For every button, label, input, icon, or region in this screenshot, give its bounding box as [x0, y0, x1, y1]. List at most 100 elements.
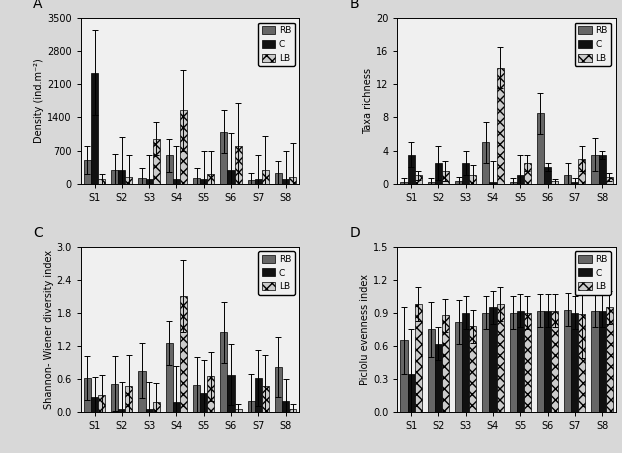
- Bar: [455, 322, 462, 412]
- Bar: [442, 315, 449, 412]
- Bar: [564, 309, 571, 412]
- Bar: [220, 332, 228, 412]
- Bar: [118, 170, 126, 184]
- Y-axis label: Piclolu evenness index: Piclolu evenness index: [360, 274, 370, 385]
- Bar: [428, 182, 435, 184]
- Bar: [248, 401, 255, 412]
- Bar: [200, 393, 207, 412]
- Bar: [524, 163, 531, 184]
- Bar: [482, 142, 490, 184]
- Bar: [255, 179, 262, 184]
- Bar: [275, 367, 282, 412]
- Bar: [571, 182, 578, 184]
- Bar: [592, 155, 598, 184]
- Bar: [598, 311, 606, 412]
- Bar: [415, 175, 422, 184]
- Bar: [578, 314, 585, 412]
- Bar: [180, 296, 187, 412]
- Bar: [234, 410, 241, 412]
- Bar: [173, 402, 180, 412]
- Bar: [592, 311, 598, 412]
- Bar: [139, 178, 146, 184]
- Bar: [282, 401, 289, 412]
- Bar: [255, 378, 262, 412]
- Legend: RB, C, LB: RB, C, LB: [575, 251, 611, 295]
- Bar: [200, 179, 207, 184]
- Bar: [165, 155, 173, 184]
- Bar: [98, 179, 105, 184]
- Bar: [220, 132, 228, 184]
- Bar: [193, 385, 200, 412]
- Bar: [490, 182, 496, 184]
- Bar: [462, 313, 469, 412]
- Bar: [415, 304, 422, 412]
- Bar: [126, 177, 132, 184]
- Text: D: D: [350, 226, 360, 240]
- Bar: [228, 375, 234, 412]
- Bar: [146, 410, 152, 412]
- Bar: [551, 181, 558, 184]
- Bar: [469, 326, 476, 412]
- Bar: [91, 397, 98, 412]
- Legend: RB, C, LB: RB, C, LB: [258, 251, 295, 295]
- Bar: [407, 374, 415, 412]
- Bar: [193, 178, 200, 184]
- Bar: [401, 182, 407, 184]
- Bar: [401, 341, 407, 412]
- Text: B: B: [350, 0, 359, 11]
- Bar: [234, 146, 241, 184]
- Bar: [482, 313, 490, 412]
- Bar: [248, 180, 255, 184]
- Bar: [462, 163, 469, 184]
- Bar: [517, 175, 524, 184]
- Bar: [455, 181, 462, 184]
- Bar: [598, 155, 606, 184]
- Bar: [207, 174, 215, 184]
- Bar: [537, 113, 544, 184]
- Bar: [544, 311, 551, 412]
- Bar: [442, 171, 449, 184]
- Legend: RB, C, LB: RB, C, LB: [575, 23, 611, 66]
- Bar: [524, 313, 531, 412]
- Bar: [551, 311, 558, 412]
- Bar: [407, 155, 415, 184]
- Bar: [111, 170, 118, 184]
- Legend: RB, C, LB: RB, C, LB: [258, 23, 295, 66]
- Bar: [544, 167, 551, 184]
- Y-axis label: Shannon- Wiener diversity index: Shannon- Wiener diversity index: [44, 250, 53, 409]
- Bar: [469, 175, 476, 184]
- Bar: [564, 175, 571, 184]
- Bar: [496, 304, 504, 412]
- Bar: [571, 313, 578, 412]
- Bar: [207, 376, 215, 412]
- Bar: [98, 395, 105, 412]
- Bar: [139, 371, 146, 412]
- Bar: [91, 72, 98, 184]
- Bar: [262, 386, 269, 412]
- Bar: [111, 384, 118, 412]
- Bar: [606, 177, 613, 184]
- Bar: [606, 307, 613, 412]
- Bar: [435, 163, 442, 184]
- Bar: [537, 311, 544, 412]
- Bar: [146, 179, 152, 184]
- Bar: [118, 410, 126, 412]
- Bar: [509, 182, 517, 184]
- Bar: [496, 68, 504, 184]
- Bar: [289, 410, 296, 412]
- Bar: [517, 311, 524, 412]
- Y-axis label: Taxa richness: Taxa richness: [363, 68, 373, 134]
- Bar: [84, 378, 91, 412]
- Bar: [126, 386, 132, 412]
- Bar: [282, 179, 289, 184]
- Bar: [84, 160, 91, 184]
- Bar: [165, 343, 173, 412]
- Bar: [275, 173, 282, 184]
- Bar: [180, 111, 187, 184]
- Bar: [152, 139, 160, 184]
- Bar: [289, 177, 296, 184]
- Y-axis label: Density (ind.m⁻²): Density (ind.m⁻²): [34, 58, 44, 143]
- Bar: [262, 169, 269, 184]
- Bar: [428, 329, 435, 412]
- Bar: [578, 159, 585, 184]
